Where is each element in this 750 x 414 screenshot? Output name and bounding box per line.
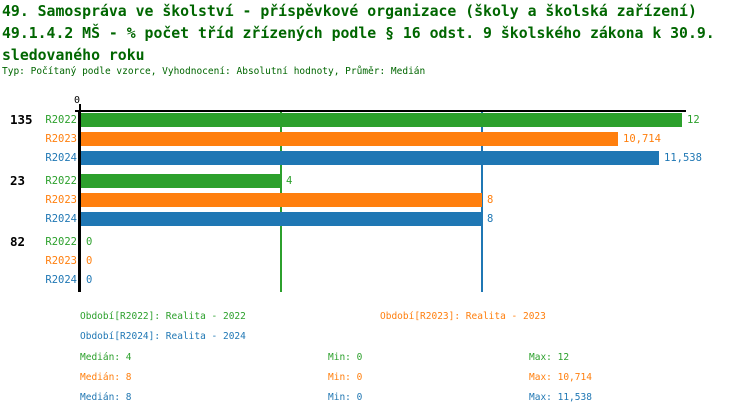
stat-max-r2024: Max: 11,538: [529, 392, 592, 403]
bar-135-r2024: [81, 151, 659, 165]
x-axis-tick-mark: [79, 104, 81, 112]
bar-row: R2023 10,714: [0, 132, 750, 146]
stat-median-r2024: Medián: 8: [80, 392, 132, 403]
series-label-r2024: R2024: [45, 152, 77, 164]
bar-value-label: 0: [86, 274, 93, 286]
stat-max-r2023: Max: 10,714: [529, 372, 592, 383]
stat-min-r2024: Min: 0: [328, 392, 363, 403]
series-label-r2024: R2024: [45, 274, 77, 286]
group-label-82: 82: [10, 234, 26, 249]
series-label-r2024: R2024: [45, 213, 77, 225]
bar-value-label: 8: [487, 213, 494, 225]
stat-max-r2022: Max: 12: [529, 352, 570, 363]
bar-row: 23 R2022 4: [0, 174, 750, 188]
bar-23-r2024: [81, 212, 482, 226]
stat-min-r2023: Min: 0: [328, 372, 363, 383]
y-axis-line: [78, 110, 81, 292]
bar-row: R2024 11,538: [0, 151, 750, 165]
bar-23-r2023: [81, 193, 482, 207]
bar-row: R2024 0: [0, 273, 750, 287]
legend-item-r2024: Období[R2024]: Realita - 2024: [80, 331, 246, 342]
chart-title-line-3: sledovaného roku: [2, 47, 145, 64]
series-label-r2022: R2022: [45, 236, 77, 248]
series-label-r2022: R2022: [45, 114, 77, 126]
bar-row: R2023 0: [0, 254, 750, 268]
stat-min-r2022: Min: 0: [328, 352, 363, 363]
stat-median-r2022: Medián: 4: [80, 352, 132, 363]
bar-135-r2022: [81, 113, 682, 127]
bar-value-label: 0: [86, 236, 93, 248]
bar-value-label: 4: [286, 175, 293, 187]
chart-title-line-2: 49.1.4.2 MŠ - % počet tříd zřízených pod…: [2, 25, 715, 42]
group-label-135: 135: [10, 112, 33, 127]
chart-title-line-1: 49. Samospráva ve školství - příspěvkové…: [2, 3, 697, 20]
chart-subtitle-meta: Typ: Počítaný podle vzorce, Vyhodnocení:…: [2, 66, 426, 77]
bar-value-label: 11,538: [664, 152, 702, 164]
bar-row: 82 R2022 0: [0, 235, 750, 249]
stat-median-r2023: Medián: 8: [80, 372, 132, 383]
series-label-r2023: R2023: [45, 255, 77, 267]
legend-item-r2022: Období[R2022]: Realita - 2022: [80, 311, 246, 322]
bar-row: 135 R2022 12: [0, 113, 750, 127]
bar-value-label: 8: [487, 194, 494, 206]
series-label-r2023: R2023: [45, 194, 77, 206]
legend-item-r2023: Období[R2023]: Realita - 2023: [380, 311, 546, 322]
x-axis-line: [75, 110, 686, 112]
series-label-r2023: R2023: [45, 133, 77, 145]
group-label-23: 23: [10, 173, 26, 188]
bar-135-r2023: [81, 132, 618, 146]
median-line-blue: [481, 112, 483, 292]
bar-row: R2024 8: [0, 212, 750, 226]
bar-value-label: 0: [86, 255, 93, 267]
x-axis-tick-label-0: 0: [74, 95, 81, 106]
series-label-r2022: R2022: [45, 175, 77, 187]
bar-row: R2023 8: [0, 193, 750, 207]
bar-value-label: 10,714: [623, 133, 661, 145]
bar-23-r2022: [81, 174, 281, 188]
bar-value-label: 12: [687, 114, 700, 126]
